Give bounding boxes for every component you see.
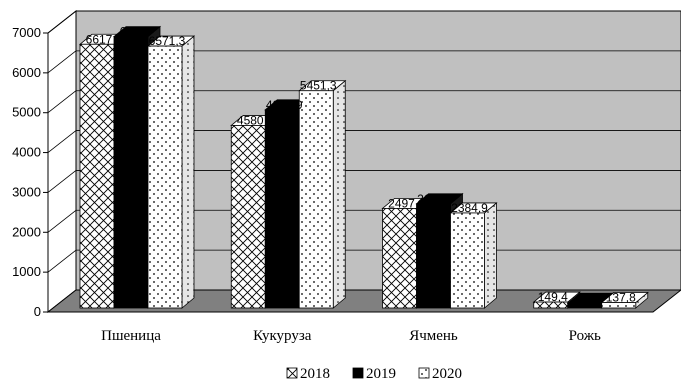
bar-front: [113, 36, 149, 309]
legend-label: 2020: [432, 366, 462, 382]
legend-item-2018: 2018: [286, 366, 330, 382]
bars: [78, 25, 649, 309]
bar-2020-2: [449, 202, 498, 309]
data-label: 2615,9: [417, 192, 454, 206]
bar-2020-0: [146, 35, 196, 309]
data-label: 4972,9: [266, 98, 303, 112]
bar-front: [416, 203, 451, 309]
gridline-left: [47, 90, 77, 114]
bar-side: [181, 35, 195, 309]
legend-item-2019: 2019: [352, 366, 396, 382]
bar-2020-3: [600, 291, 649, 309]
bar-front: [147, 45, 183, 309]
gridline-left: [47, 130, 77, 153]
bar-2020-1: [298, 79, 347, 309]
gridline-left: [47, 50, 77, 74]
bar-front: [79, 43, 115, 309]
data-label: 6809: [120, 25, 147, 39]
bar-front: [230, 125, 266, 309]
data-label: 6617: [86, 32, 113, 46]
data-label: 117: [577, 291, 596, 305]
gridline-left: [47, 10, 77, 34]
bar-front: [450, 212, 485, 309]
y-tick-label: 1000: [12, 264, 41, 279]
y-tick-label: 6000: [12, 65, 41, 80]
y-axis: 0 1000 2000 3000 4000 5000 6000 7000: [12, 25, 49, 319]
data-label: 2497: [388, 196, 415, 210]
legend-swatch: [418, 367, 430, 379]
legend-item-2020: 2020: [418, 366, 462, 382]
data-label: 2384,9: [451, 201, 488, 215]
y-tick-label: 0: [34, 304, 41, 319]
category-label: Ячмень: [409, 328, 458, 344]
category-label: Рожь: [569, 328, 601, 344]
data-label: 5451,3: [300, 79, 337, 93]
legend-label: 2019: [366, 366, 396, 382]
bar-side: [332, 79, 346, 309]
chart-left-wall: [47, 9, 77, 314]
legend-swatch: [286, 367, 298, 379]
y-tick-label: 7000: [12, 25, 41, 40]
y-tick-label: 4000: [12, 145, 41, 160]
gridline-left: [47, 209, 77, 233]
gridline-left: [47, 249, 77, 273]
chart-floor: [46, 289, 681, 313]
bar-front: [382, 208, 417, 309]
y-tick-label: 2000: [12, 224, 41, 239]
legend-swatch: [352, 367, 364, 379]
gridline-left: [47, 170, 77, 193]
bar-front: [601, 302, 637, 309]
bar-front: [264, 109, 300, 309]
category-label: Кукуруза: [253, 328, 312, 344]
data-label: 149,4: [538, 290, 568, 304]
data-label: 137,8: [606, 291, 636, 305]
data-label: 4580: [237, 113, 264, 127]
y-tick-label: 3000: [12, 184, 41, 199]
data-label: 6571,3: [149, 34, 186, 48]
legend: 2018 2019 2020: [286, 366, 462, 382]
y-tick-label: 5000: [12, 105, 41, 120]
category-labels: Пшеница Кукуруза Ячмень Рожь: [101, 328, 601, 344]
bar-side: [484, 202, 497, 309]
legend-label: 2018: [300, 366, 330, 382]
bar-front: [298, 90, 334, 309]
category-label: Пшеница: [101, 328, 161, 344]
